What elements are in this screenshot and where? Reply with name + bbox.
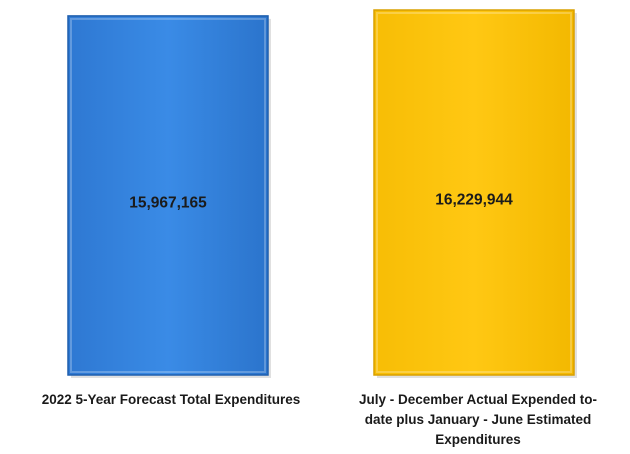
bar-1: [67, 15, 271, 378]
bar-body: [373, 9, 575, 376]
category-label: Expenditures: [435, 432, 521, 447]
bar-bevel: [70, 17, 266, 373]
labels-layer: 15,967,165 2022 5-Year Forecast Total Exp…: [42, 192, 597, 448]
category-label: July - December Actual Expended to-: [359, 392, 597, 407]
bars-layer: [67, 9, 577, 378]
bar-body: [67, 15, 269, 376]
data-label: 16,229,944: [435, 192, 513, 209]
bar-2: [373, 9, 577, 378]
bar-bevel: [376, 12, 572, 373]
category-label: 2022 5-Year Forecast Total Expenditures: [42, 392, 301, 407]
data-label: 15,967,165: [129, 194, 207, 211]
category-label: date plus January - June Estimated: [365, 412, 592, 427]
